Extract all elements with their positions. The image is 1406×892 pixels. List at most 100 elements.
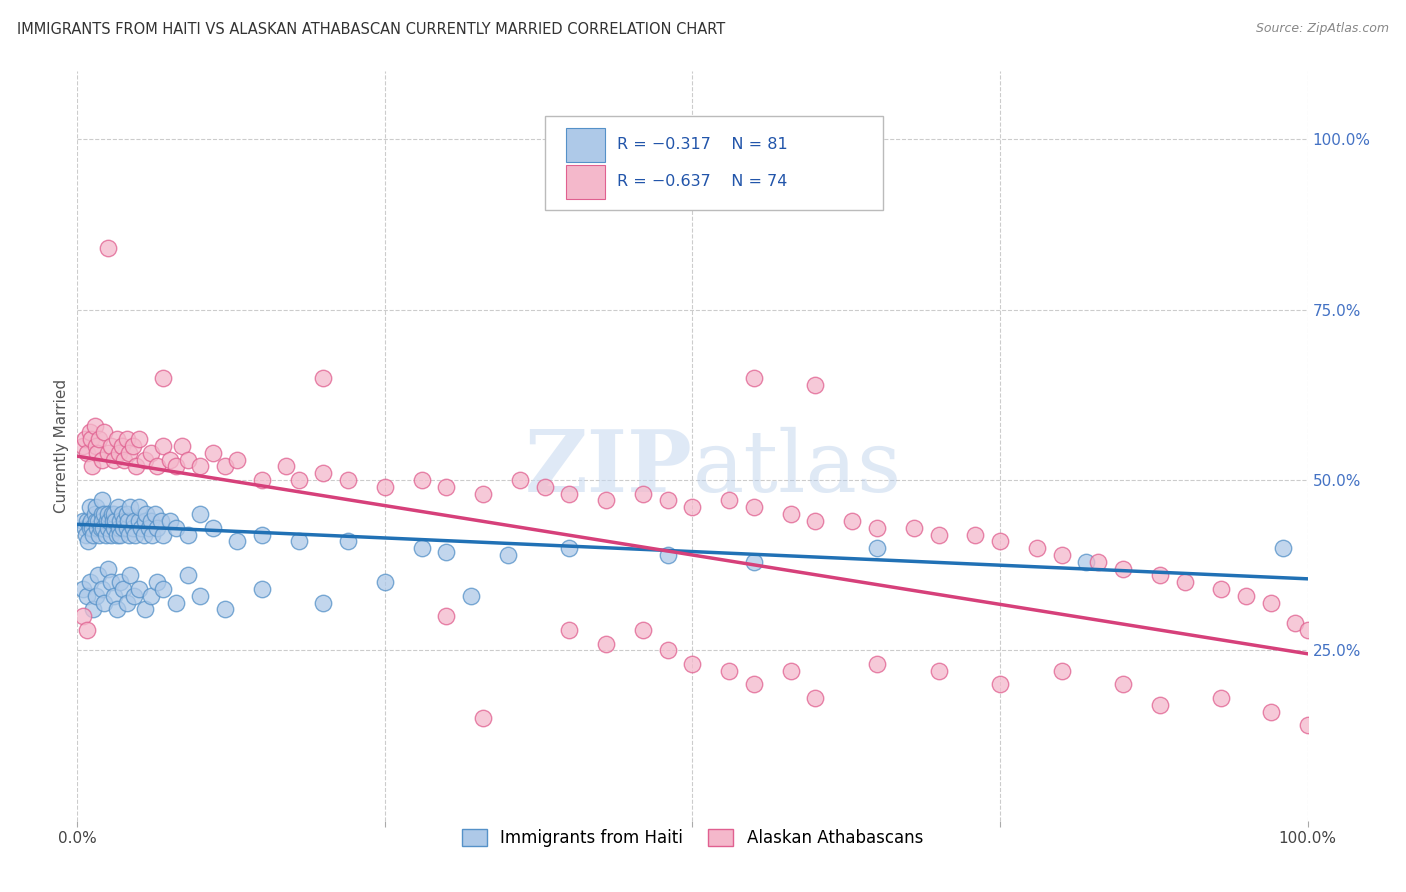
Point: [1174, 575, 1197, 590]
Point: [87, 514, 110, 528]
Point: [170, 439, 193, 453]
Point: [103, 589, 125, 603]
Point: [89, 527, 111, 541]
FancyBboxPatch shape: [546, 116, 883, 210]
Point: [657, 493, 679, 508]
Point: [111, 582, 134, 596]
Point: [159, 514, 181, 528]
Point: [90, 582, 114, 596]
Point: [134, 452, 156, 467]
Point: [82, 602, 104, 616]
Point: [718, 493, 741, 508]
Point: [177, 527, 200, 541]
Point: [866, 541, 889, 556]
Point: [1284, 616, 1306, 631]
Point: [214, 459, 236, 474]
Point: [97, 521, 120, 535]
FancyBboxPatch shape: [565, 165, 605, 200]
Point: [121, 521, 143, 535]
Point: [115, 521, 138, 535]
Point: [558, 486, 581, 500]
Point: [657, 643, 679, 657]
Point: [79, 521, 101, 535]
Point: [141, 589, 163, 603]
Point: [595, 493, 617, 508]
Point: [633, 623, 655, 637]
Point: [436, 480, 458, 494]
Point: [100, 527, 122, 541]
Point: [1272, 541, 1295, 556]
Point: [1149, 568, 1171, 582]
Point: [436, 609, 458, 624]
Point: [742, 500, 765, 515]
Point: [804, 377, 827, 392]
Point: [374, 480, 396, 494]
Point: [91, 521, 114, 535]
Point: [121, 439, 143, 453]
Point: [100, 439, 122, 453]
Point: [90, 452, 114, 467]
Point: [98, 514, 121, 528]
Point: [73, 521, 96, 535]
Point: [534, 480, 557, 494]
Point: [780, 507, 803, 521]
Point: [988, 677, 1011, 691]
Point: [1211, 582, 1233, 596]
Point: [134, 602, 156, 616]
Point: [841, 514, 863, 528]
Point: [141, 514, 163, 528]
Point: [115, 507, 138, 521]
Point: [101, 514, 124, 528]
Point: [165, 596, 187, 610]
Point: [135, 507, 157, 521]
Point: [436, 544, 458, 558]
Point: [165, 521, 187, 535]
Point: [509, 473, 531, 487]
Point: [804, 514, 827, 528]
Point: [128, 582, 150, 596]
Point: [72, 514, 94, 528]
FancyBboxPatch shape: [565, 128, 605, 162]
Point: [337, 473, 360, 487]
Point: [73, 432, 96, 446]
Point: [965, 527, 987, 541]
Point: [79, 425, 101, 440]
Point: [77, 534, 100, 549]
Point: [120, 500, 142, 515]
Point: [866, 657, 889, 671]
Point: [188, 459, 212, 474]
Point: [83, 418, 105, 433]
Point: [96, 514, 118, 528]
Point: [84, 514, 107, 528]
Point: [108, 521, 131, 535]
Point: [141, 446, 163, 460]
Point: [104, 514, 127, 528]
Point: [76, 514, 98, 528]
Point: [146, 459, 169, 474]
Point: [122, 514, 145, 528]
Point: [558, 541, 581, 556]
Point: [177, 568, 200, 582]
Point: [115, 596, 138, 610]
Point: [1112, 561, 1135, 575]
Point: [84, 589, 107, 603]
Point: [152, 371, 174, 385]
Point: [76, 589, 98, 603]
Point: [80, 432, 103, 446]
Point: [118, 446, 141, 460]
Point: [1149, 698, 1171, 712]
Point: [276, 459, 298, 474]
Point: [201, 446, 224, 460]
Point: [1211, 691, 1233, 706]
Point: [97, 242, 120, 256]
Point: [312, 371, 335, 385]
Point: [1260, 596, 1282, 610]
Point: [201, 521, 224, 535]
Point: [87, 568, 110, 582]
Point: [79, 575, 101, 590]
Point: [82, 527, 104, 541]
Point: [118, 527, 141, 541]
Point: [79, 517, 101, 532]
Point: [94, 527, 117, 541]
Point: [411, 473, 433, 487]
